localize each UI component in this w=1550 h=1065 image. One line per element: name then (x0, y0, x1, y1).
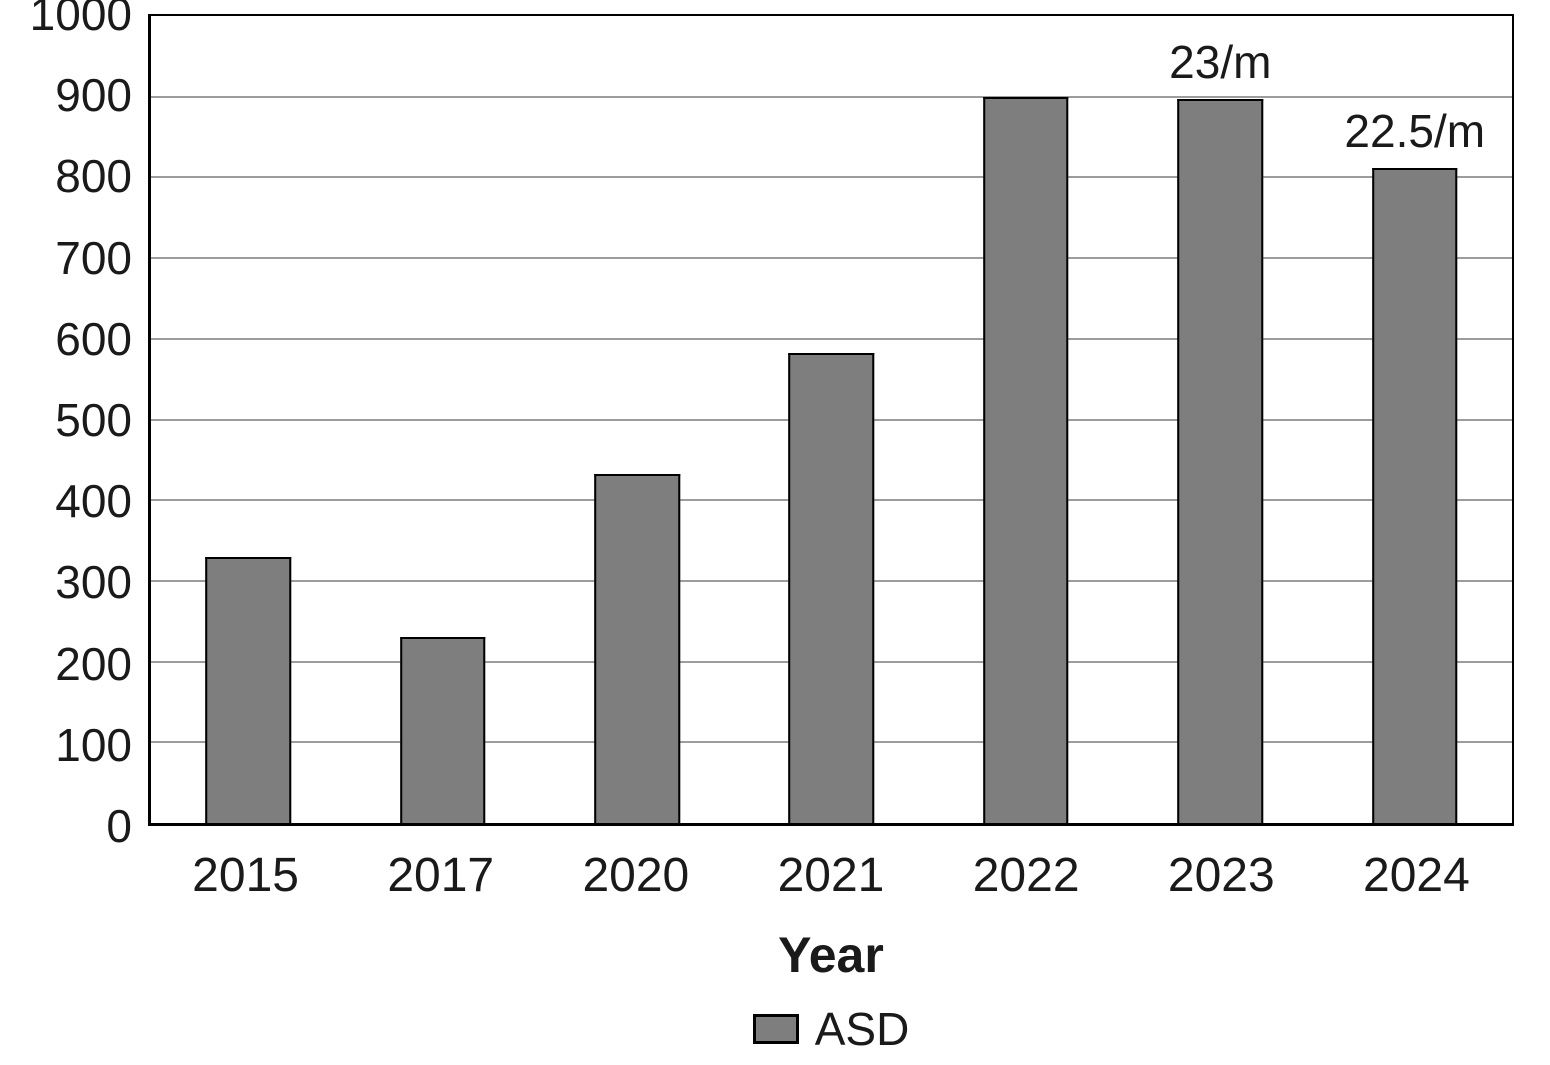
bar-slot (540, 16, 734, 823)
legend-swatch-asd (752, 1014, 799, 1044)
bar (1371, 167, 1458, 823)
x-axis-title: Year (778, 927, 884, 983)
y-tick-label: 800 (55, 150, 132, 203)
bar-slot: 22.5/m (1318, 16, 1512, 823)
bar-slot (929, 16, 1123, 823)
y-tick-label: 1000 (29, 0, 132, 40)
y-tick-label: 600 (55, 312, 132, 365)
x-tick-label: 2021 (777, 849, 885, 902)
y-tick-label: 700 (55, 231, 132, 284)
x-tick-label: 2020 (582, 849, 690, 902)
bar-slot (151, 16, 345, 823)
y-tick-label: 400 (55, 475, 132, 528)
plot-area: 23/m 22.5/m (148, 14, 1514, 826)
gridline (151, 257, 1512, 260)
legend-label-asd: ASD (814, 1003, 910, 1055)
y-tick-label: 500 (55, 394, 132, 446)
y-tick-label: 900 (55, 69, 132, 122)
bar (594, 474, 680, 823)
y-tick-label: 200 (55, 637, 132, 690)
gridline (151, 95, 1512, 98)
gridline (151, 337, 1512, 340)
bar-value-label: 22.5/m (1344, 104, 1486, 157)
bar-slot (734, 16, 928, 823)
gridline (151, 176, 1512, 179)
bar (1177, 99, 1264, 823)
x-tick-label: 2022 (972, 849, 1080, 902)
legend: ASD (148, 1006, 1514, 1052)
x-tick-label: 2015 (192, 849, 299, 902)
bar-value-label: 23/m (1169, 36, 1272, 89)
chart-row: 0 100 200 300 400 500 600 700 800 900 1000 23/m 22.… (0, 0, 1514, 849)
bar-slot: 23/m (1123, 16, 1317, 823)
bar (983, 96, 1069, 823)
y-tick-label: 300 (55, 556, 132, 609)
x-axis-labels: 2015 2017 2020 2021 2022 2023 2024 (148, 852, 1514, 900)
y-tick-label: 100 (55, 718, 132, 771)
y-axis: 0 100 200 300 400 500 600 700 800 900 1000 (0, 0, 148, 849)
bar (788, 352, 875, 823)
x-tick-label: 2023 (1167, 849, 1275, 902)
bar (205, 556, 291, 823)
bar (399, 637, 486, 823)
bar-slot (345, 16, 539, 823)
x-tick-label: 2017 (387, 849, 495, 902)
y-tick-label: 0 (106, 800, 132, 852)
bars: 23/m 22.5/m (151, 16, 1512, 823)
x-tick-label: 2024 (1363, 849, 1470, 902)
